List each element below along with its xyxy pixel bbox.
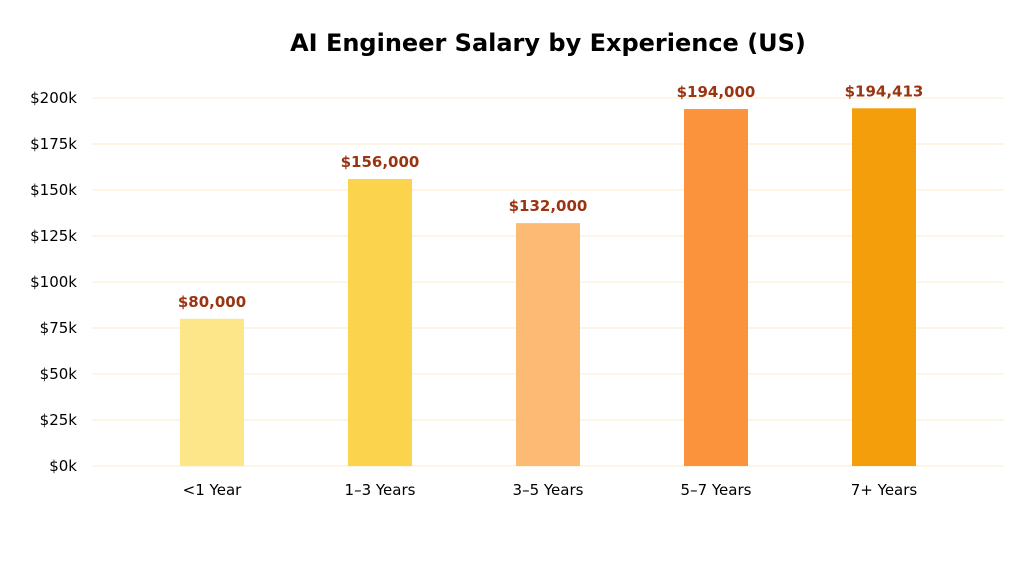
bar-value-label: $80,000 [178,293,246,311]
bar [516,223,580,466]
x-tick-label: <1 Year [183,481,242,499]
bar [684,109,748,466]
x-tick-label: 5–7 Years [681,481,752,499]
bar [348,178,412,466]
bar [180,318,244,466]
bar-value-label: $194,413 [845,82,924,100]
bar-value-label: $132,000 [509,197,588,215]
y-tick-label: $100k [30,273,77,291]
bars [180,108,916,466]
x-tick-label: 3–5 Years [513,481,584,499]
bar-data-labels: $80,000 $156,000 $132,000 $194,000 $194,413 [178,82,924,311]
y-tick-label: $175k [30,135,77,153]
x-tick-label: 7+ Years [851,481,918,499]
y-tick-label: $200k [30,89,77,107]
bar [852,108,916,466]
y-tick-label: $50k [40,365,78,383]
bar-value-label: $194,000 [677,83,756,101]
y-tick-label: $150k [30,181,77,199]
y-tick-label: $75k [40,319,78,337]
y-axis-tick-labels: $0k $25k $50k $75k $100k $125k $150k $175k $200k [30,89,77,475]
y-tick-label: $25k [40,411,78,429]
y-tick-label: $0k [49,457,77,475]
bar-value-label: $156,000 [341,153,420,171]
y-tick-label: $125k [30,227,77,245]
chart-title: AI Engineer Salary by Experience (US) [290,29,806,57]
x-axis-tick-labels: <1 Year 1–3 Years 3–5 Years 5–7 Years 7+ Yea… [183,481,918,499]
x-tick-label: 1–3 Years [345,481,416,499]
